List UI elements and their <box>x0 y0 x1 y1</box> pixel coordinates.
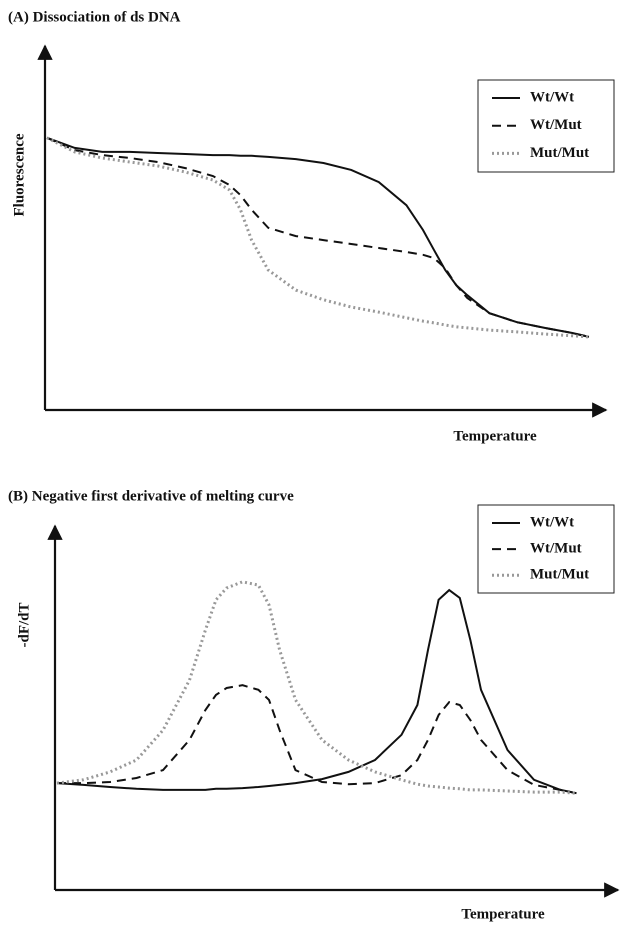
series-line <box>46 136 590 338</box>
legend-label: Mut/Mut <box>530 145 589 161</box>
chart-title: (B) Negative first derivative of melting… <box>8 488 294 504</box>
y-axis-label: -dF/dT <box>16 602 32 647</box>
chart-title: (A) Dissociation of ds DNA <box>8 9 181 25</box>
x-axis-label: Temperature <box>461 906 545 922</box>
series-line <box>46 136 590 338</box>
x-axis-label: Temperature <box>453 428 537 444</box>
legend-label: Mut/Mut <box>530 567 589 583</box>
series-line <box>57 684 577 795</box>
legend-label: Wt/Wt <box>530 514 574 530</box>
legend: Wt/Wt Wt/Mut Mut/Mut <box>477 79 615 173</box>
y-axis-label: Fluorescence <box>11 133 27 216</box>
legend-label: Wt/Wt <box>530 89 574 105</box>
series-line <box>56 580 577 795</box>
legend-label: Wt/Mut <box>530 117 582 133</box>
legend: Wt/Wt Wt/Mut Mut/Mut <box>477 504 615 594</box>
legend-label: Wt/Mut <box>530 541 582 557</box>
series-line <box>56 588 577 795</box>
